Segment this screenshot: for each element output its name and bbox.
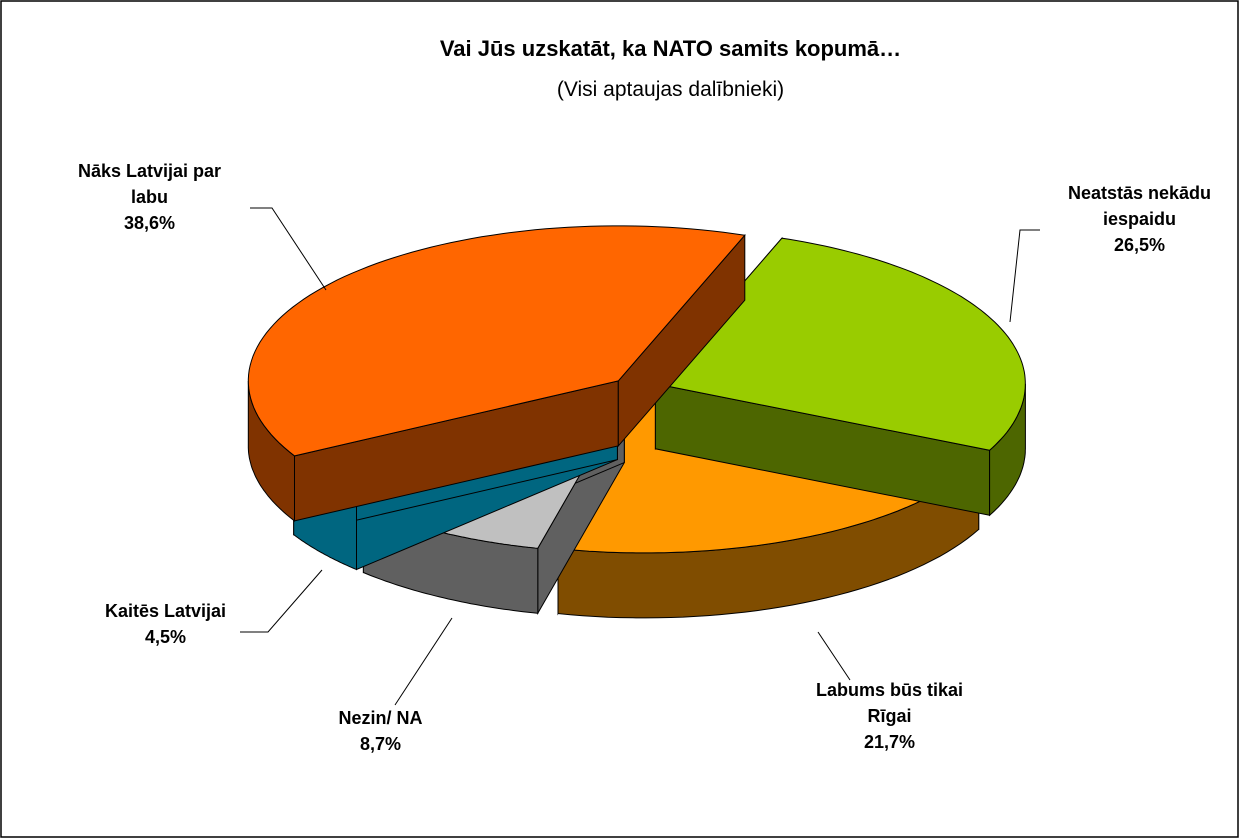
chart-title: Vai Jūs uzskatāt, ka NATO samits kopumā… (439, 36, 902, 61)
data-label: Nezin/ NA 8,7% (293, 705, 468, 757)
label-name: Neatstās nekādu iespaidu (1067, 183, 1212, 229)
label-value: 4,5% (144, 627, 187, 647)
leader-line (1009, 229, 1040, 323)
leader-line (240, 569, 323, 633)
label-name: Nezin/ NA (338, 708, 423, 728)
label-value: 21,7% (863, 732, 916, 752)
data-label: Labums būs tikai Rīgai 21,7% (802, 677, 977, 755)
chart-subtitle: (Visi aptaujas dalībnieki) (556, 78, 785, 101)
data-label: Nāks Latvijai par labu 38,6% (62, 158, 237, 236)
label-value: 26,5% (1113, 235, 1166, 255)
label-name: Labums būs tikai Rīgai (815, 680, 964, 726)
data-label: Kaitēs Latvijai 4,5% (78, 598, 253, 650)
slice (247, 225, 746, 457)
label-value: 38,6% (123, 213, 176, 233)
label-name: Nāks Latvijai par labu (77, 161, 222, 207)
leader-line (817, 631, 851, 681)
pie (247, 225, 1026, 619)
slice (654, 237, 1026, 451)
label-value: 8,7% (359, 734, 402, 754)
leader-lines (240, 207, 1040, 706)
leader-line (394, 617, 453, 706)
data-label: Neatstās nekādu iespaidu 26,5% (1052, 180, 1227, 258)
label-name: Kaitēs Latvijai (104, 601, 227, 621)
leader-line (250, 207, 327, 291)
